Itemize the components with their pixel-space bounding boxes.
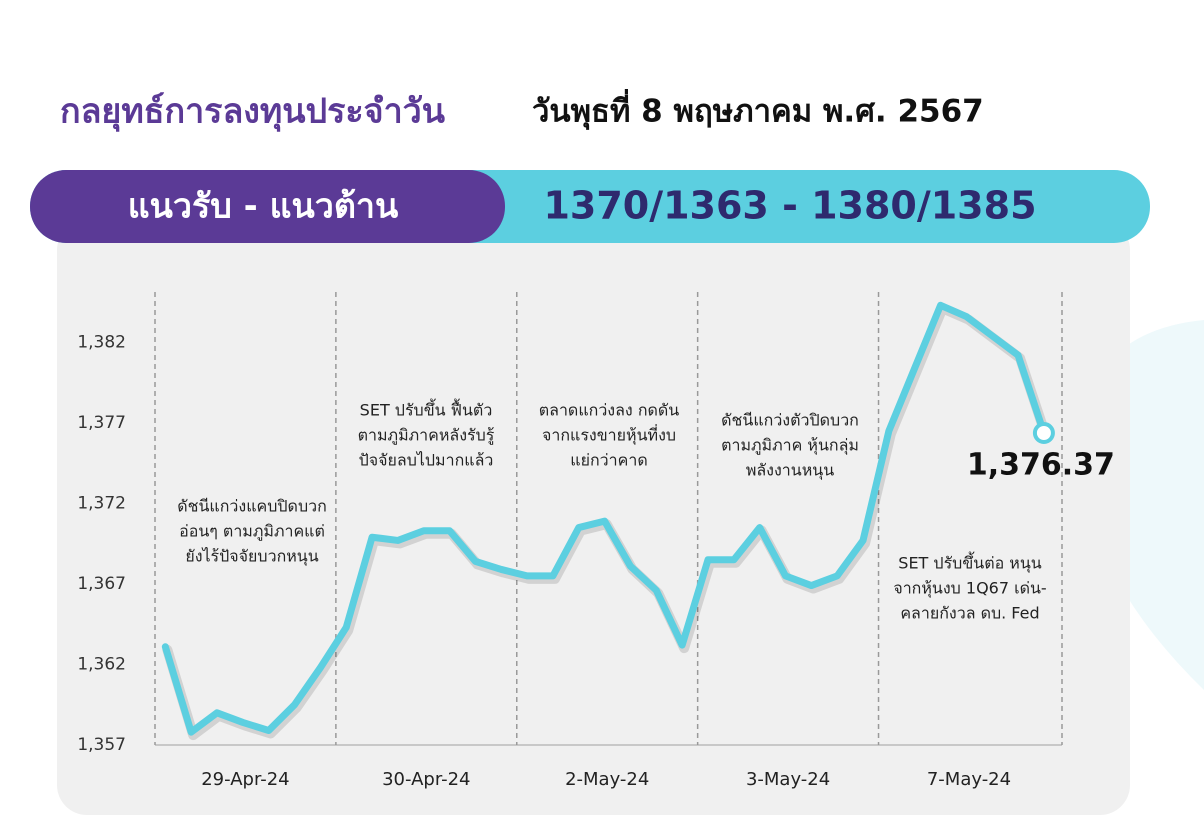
- annotation: SET ปรับขึ้นต่อ หนุน: [898, 552, 1041, 574]
- chart-card: [57, 220, 1130, 815]
- value-label: 1,376.37: [967, 448, 1115, 483]
- line: [161, 301, 1048, 736]
- range-label: แนวรับ - แนวต้าน: [128, 187, 399, 227]
- y-tick-label: 1,382: [77, 332, 126, 352]
- plot: 1,357 1,362 1,367 1,372 1,377 1,382 29-Apr-24 3…: [77, 292, 1115, 790]
- x-tick-label: 29-Apr-24: [201, 769, 289, 790]
- y-tick-label: 1,367: [77, 574, 126, 594]
- annotation: จากหุ้นงบ 1Q67 เด่น-: [893, 579, 1046, 599]
- x-tick-label: 7-May-24: [927, 769, 1011, 790]
- annotation: ตามภูมิภาค หุ้นกลุ่ม: [721, 436, 859, 456]
- y-tick-label: 1,377: [77, 413, 126, 433]
- annotation: แย่กว่าคาด: [570, 451, 647, 470]
- annotation: ตามภูมิภาคหลังรับรู้: [358, 426, 495, 446]
- annotation: ปัจจัยลบไปมากแล้ว: [359, 451, 494, 470]
- x-tick-label: 30-Apr-24: [382, 769, 470, 790]
- y-tick-label: 1,372: [77, 493, 126, 513]
- annotation: พลังงานหนุน: [746, 461, 834, 481]
- range-label-box: [30, 170, 505, 243]
- x-tick-label: 2-May-24: [565, 769, 649, 790]
- annotation: คลายกังวล ดบ. Fed: [900, 604, 1039, 623]
- y-tick-label: 1,362: [77, 654, 126, 674]
- annotation: ดัชนีแกว่งตัวปิดบวก: [721, 411, 859, 430]
- date: วันพุธที่ 8 พฤษภาคม พ.ศ. 2567: [532, 89, 984, 131]
- annotation: ตลาดแกว่งลง กดดัน: [539, 401, 680, 420]
- range-value: 1370/1363 - 1380/1385: [543, 184, 1036, 228]
- annotation: อ่อนๆ ตามภูมิภาคแต่: [179, 522, 325, 542]
- annotation: ยังไร้ปัจจัยบวกหนุน: [185, 547, 318, 567]
- x-tick-label: 3-May-24: [746, 769, 830, 790]
- title: กลยุทธ์การลงทุนประจำวัน: [60, 92, 445, 133]
- last-point: [1032, 422, 1055, 445]
- annotation: SET ปรับขึ้น ฟื้นตัว: [360, 399, 493, 420]
- y-tick-label: 1,357: [77, 735, 126, 755]
- annotation: ดัชนีแกว่งแคบปิดบวก: [177, 497, 327, 516]
- annotation: จากแรงขายหุ้นที่งบ: [542, 424, 676, 446]
